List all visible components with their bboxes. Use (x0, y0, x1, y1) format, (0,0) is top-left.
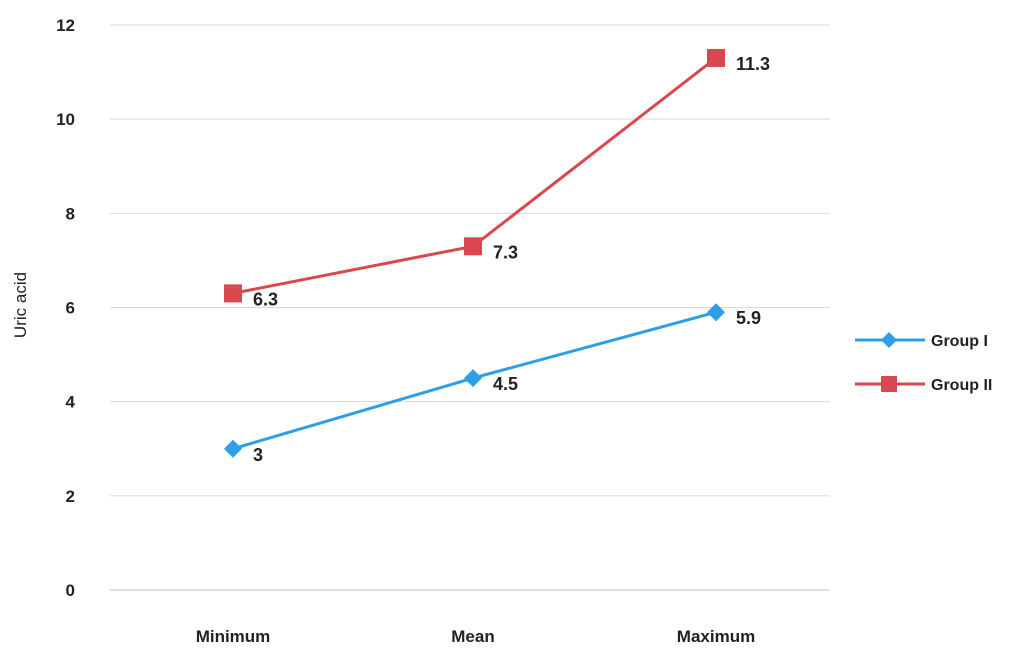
legend-label-group-ii: Group II (931, 377, 992, 394)
y-tick-2: 2 (66, 487, 75, 506)
marker-group-ii-mean (464, 237, 482, 256)
y-axis-label: Uric acid (11, 272, 30, 338)
x-category-mean: Mean (451, 627, 494, 646)
x-category-labels: Minimum Mean Maximum (196, 627, 756, 646)
y-tick-12: 12 (56, 16, 75, 35)
data-label-group-ii-maximum: 11.3 (736, 54, 770, 74)
legend-marker-group-i (881, 332, 897, 348)
marker-group-ii-minimum (224, 284, 242, 303)
y-tick-6: 6 (66, 299, 75, 318)
data-labels: 3 4.5 5.9 6.3 7.3 11.3 (253, 54, 770, 465)
y-tick-4: 4 (66, 393, 76, 412)
data-label-group-i-maximum: 5.9 (736, 308, 761, 328)
marker-group-i-minimum (224, 439, 242, 458)
legend-marker-group-ii (881, 376, 897, 392)
data-label-group-i-mean: 4.5 (493, 374, 518, 394)
x-category-minimum: Minimum (196, 627, 271, 646)
data-label-group-ii-mean: 7.3 (493, 242, 518, 262)
legend-label-group-i: Group I (931, 333, 988, 350)
legend: Group I Group II (855, 332, 992, 394)
y-tick-labels: 0 2 4 6 8 10 12 (56, 16, 75, 600)
series-line-group-ii (232, 56, 717, 295)
data-label-group-ii-minimum: 6.3 (253, 289, 278, 309)
y-tick-10: 10 (56, 110, 75, 129)
y-tick-8: 8 (66, 204, 75, 223)
gridlines (110, 24, 830, 591)
series-lines (224, 48, 725, 458)
data-label-group-i-minimum: 3 (253, 445, 263, 465)
marker-group-i-maximum (707, 303, 725, 322)
marker-group-ii-maximum (707, 48, 725, 67)
marker-group-i-mean (464, 369, 482, 388)
x-category-maximum: Maximum (677, 627, 755, 646)
y-tick-0: 0 (66, 581, 75, 600)
